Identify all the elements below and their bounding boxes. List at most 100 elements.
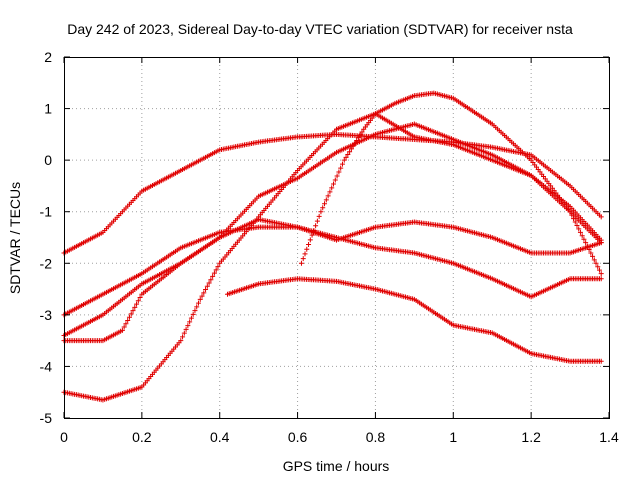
data-point bbox=[121, 324, 127, 330]
data-point bbox=[588, 250, 594, 256]
data-point bbox=[311, 227, 317, 233]
data-point bbox=[332, 177, 338, 183]
data-point bbox=[306, 242, 312, 248]
data-point bbox=[325, 193, 331, 199]
data-point bbox=[181, 330, 187, 336]
data-point bbox=[201, 290, 207, 296]
data-point bbox=[345, 152, 351, 158]
data-point bbox=[341, 157, 347, 163]
data-point bbox=[598, 240, 604, 246]
data-point bbox=[586, 247, 592, 253]
data-point bbox=[314, 218, 320, 224]
data-point bbox=[307, 237, 313, 243]
data-point bbox=[134, 301, 140, 307]
data-point bbox=[190, 311, 196, 317]
data-point bbox=[596, 267, 602, 273]
data-point bbox=[598, 358, 604, 364]
data-point bbox=[123, 321, 129, 327]
data-point bbox=[132, 304, 138, 310]
data-point bbox=[195, 300, 201, 306]
series-trace-7 bbox=[225, 276, 604, 364]
data-point bbox=[309, 232, 315, 238]
data-point bbox=[598, 276, 604, 282]
data-point bbox=[215, 264, 221, 270]
series-trace-5 bbox=[61, 111, 604, 403]
data-point bbox=[320, 205, 326, 211]
data-point bbox=[119, 327, 125, 333]
data-point bbox=[572, 219, 578, 225]
data-point bbox=[327, 189, 333, 195]
data-point bbox=[598, 214, 604, 220]
data-point bbox=[590, 253, 596, 259]
data-point bbox=[126, 314, 132, 320]
y-tick-label: -3 bbox=[40, 307, 53, 323]
data-point bbox=[584, 243, 590, 249]
data-point bbox=[359, 129, 365, 135]
data-point bbox=[192, 308, 198, 314]
y-tick-label: 2 bbox=[44, 49, 52, 65]
y-tick-label: -2 bbox=[40, 255, 53, 271]
data-point bbox=[300, 256, 306, 262]
data-point bbox=[355, 135, 361, 141]
data-point bbox=[137, 295, 143, 301]
chart-title: Day 242 of 2023, Sidereal Day-to-day VTE… bbox=[67, 21, 573, 37]
data-point bbox=[206, 280, 212, 286]
data-point bbox=[125, 317, 131, 323]
data-point bbox=[203, 287, 209, 293]
data-point bbox=[304, 246, 310, 252]
data-point bbox=[135, 298, 141, 304]
y-tick-label: -1 bbox=[40, 204, 53, 220]
data-point bbox=[354, 137, 360, 143]
data-point bbox=[316, 213, 322, 219]
data-point bbox=[576, 226, 582, 232]
x-axis-label: GPS time / hours bbox=[283, 458, 390, 474]
data-point bbox=[581, 236, 587, 242]
data-point bbox=[210, 273, 216, 279]
data-point bbox=[338, 165, 344, 171]
data-point bbox=[130, 308, 136, 314]
x-tick-label: 0.2 bbox=[132, 429, 152, 445]
x-tick-label: 1.2 bbox=[521, 429, 541, 445]
data-point bbox=[302, 251, 308, 257]
x-tick-label: 0.8 bbox=[366, 429, 386, 445]
data-point bbox=[329, 185, 335, 191]
data-point bbox=[313, 223, 319, 229]
data-point bbox=[336, 169, 342, 175]
series-layer bbox=[61, 90, 604, 403]
data-point bbox=[357, 132, 363, 138]
data-point bbox=[334, 173, 340, 179]
data-point bbox=[348, 146, 354, 152]
data-point bbox=[574, 222, 580, 228]
data-point bbox=[577, 229, 583, 235]
data-point bbox=[571, 216, 577, 222]
data-point bbox=[339, 161, 345, 167]
grid bbox=[64, 57, 609, 418]
x-tick-label: 0 bbox=[60, 429, 68, 445]
x-tick-label: 0.6 bbox=[288, 429, 308, 445]
x-tick-label: 0.4 bbox=[210, 429, 230, 445]
data-point bbox=[343, 154, 349, 160]
data-point bbox=[180, 334, 186, 340]
data-point bbox=[197, 296, 203, 302]
data-point bbox=[128, 311, 134, 317]
data-point bbox=[567, 209, 573, 215]
data-point bbox=[204, 283, 210, 289]
x-tick-label: 1 bbox=[449, 429, 457, 445]
series-trace-3 bbox=[61, 216, 604, 338]
data-point bbox=[569, 212, 575, 218]
y-tick-label: 0 bbox=[44, 152, 52, 168]
data-point bbox=[323, 197, 329, 203]
plot-frame bbox=[64, 57, 610, 419]
series-trace-6 bbox=[298, 90, 604, 277]
data-point bbox=[598, 271, 604, 277]
data-point bbox=[298, 260, 304, 266]
series-trace-4 bbox=[61, 121, 604, 344]
x-tick-label: 1.4 bbox=[599, 429, 619, 445]
y-tick-label: 1 bbox=[44, 101, 52, 117]
data-point bbox=[591, 257, 597, 263]
data-point bbox=[347, 149, 353, 155]
data-point bbox=[185, 323, 191, 329]
ticks: 0 0.2 0.4 0.6 0.8 1 1.2 1.4 -5 -4 -3 -2 -1 0 1 2 bbox=[40, 49, 619, 445]
data-point bbox=[579, 233, 585, 239]
